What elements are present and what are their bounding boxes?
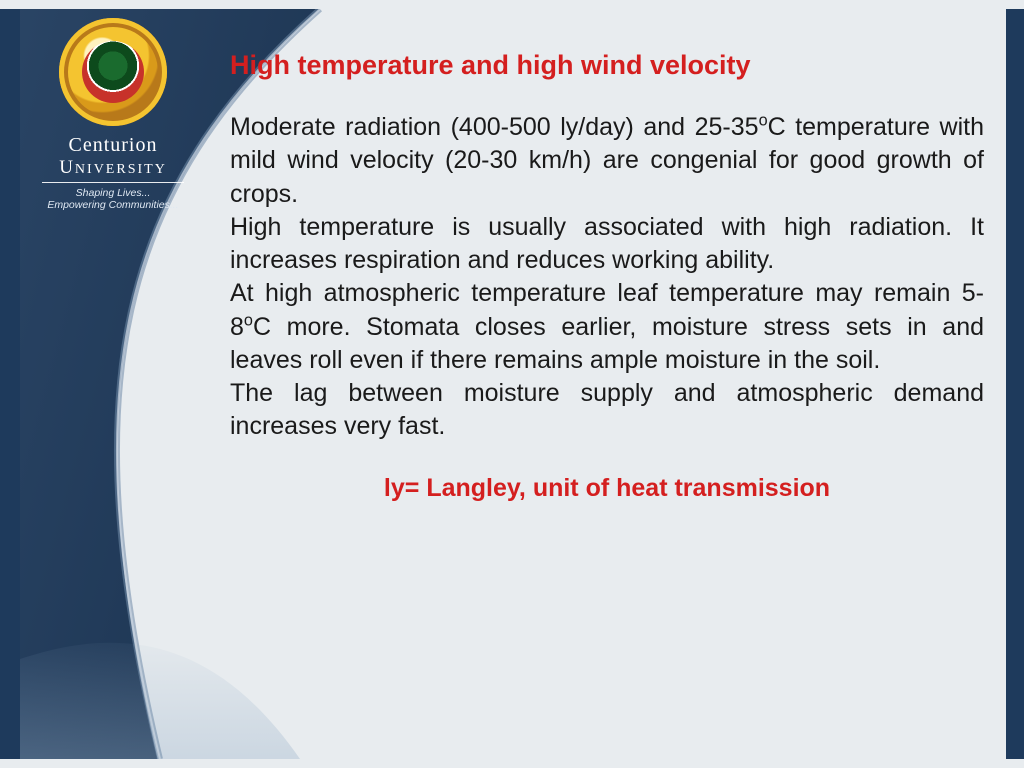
right-border-bar bbox=[1006, 9, 1024, 759]
university-seal-icon bbox=[59, 18, 167, 126]
institution-line2: UNIVERSITY bbox=[38, 157, 188, 179]
slide-body: Moderate radiation (400-500 ly/day) and … bbox=[230, 111, 984, 444]
institution-line1: Centurion bbox=[38, 134, 188, 157]
paragraph-1: Moderate radiation (400-500 ly/day) and … bbox=[230, 111, 984, 211]
paragraph-4: The lag between moisture supply and atmo… bbox=[230, 377, 984, 444]
logo-divider bbox=[42, 182, 184, 183]
degree-superscript: o bbox=[244, 311, 253, 329]
slide-content: High temperature and high wind velocity … bbox=[230, 50, 984, 728]
institution-name: Centurion UNIVERSITY bbox=[38, 134, 188, 179]
paragraph-3: At high atmospheric temperature leaf tem… bbox=[230, 277, 984, 377]
tagline-1: Shaping Lives... bbox=[38, 187, 188, 199]
slide-footnote: ly= Langley, unit of heat transmission bbox=[230, 474, 984, 503]
tagline-2: Empowering Communities... bbox=[38, 199, 188, 211]
slide-title: High temperature and high wind velocity bbox=[230, 50, 984, 81]
slide-frame: Centurion UNIVERSITY Shaping Lives... Em… bbox=[0, 0, 1024, 768]
institution-logo-block: Centurion UNIVERSITY Shaping Lives... Em… bbox=[38, 18, 188, 211]
paragraph-2: High temperature is usually associated w… bbox=[230, 211, 984, 278]
degree-superscript: o bbox=[759, 112, 768, 130]
seal-inner-emblem-icon bbox=[82, 41, 144, 103]
